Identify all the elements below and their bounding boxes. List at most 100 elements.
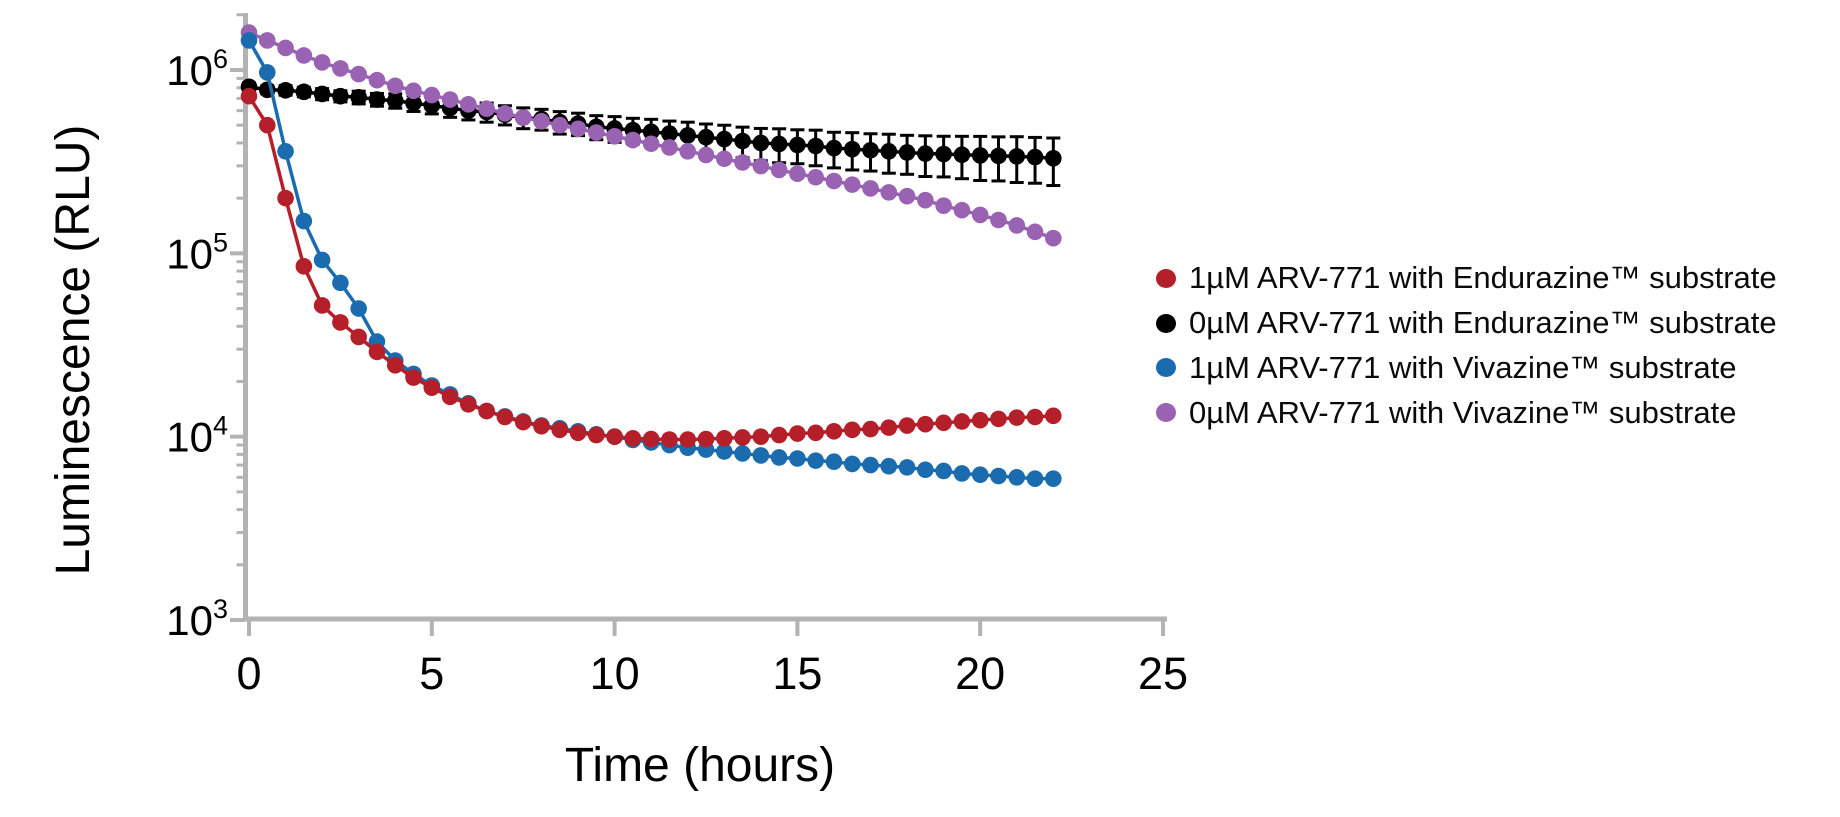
y-tick-label: 105 [166, 227, 228, 277]
y-tick-label: 103 [166, 594, 228, 644]
data-point [770, 161, 788, 179]
data-point [332, 60, 349, 77]
legend-item-label: 0µM ARV-771 with Vivazine™ substrate [1189, 394, 1737, 430]
data-point [1008, 217, 1026, 234]
data-point [825, 422, 843, 440]
data-point [405, 94, 422, 112]
data-point [606, 127, 623, 145]
data-point [313, 251, 331, 269]
data-point [606, 428, 623, 445]
data-point [807, 168, 824, 186]
data-point [679, 143, 697, 160]
data-point [789, 136, 806, 154]
data-point [313, 54, 331, 71]
data-point [240, 32, 258, 49]
circle-icon [1156, 358, 1176, 378]
data-point [843, 455, 861, 473]
data-point [752, 134, 770, 152]
data-point [770, 135, 788, 153]
data-point [935, 197, 952, 214]
data-point [295, 83, 313, 101]
data-point [971, 206, 989, 224]
data-point [386, 92, 404, 110]
data-point [277, 81, 294, 99]
data-point [935, 462, 952, 480]
data-point [843, 176, 861, 193]
data-point [825, 453, 843, 471]
data-point [441, 91, 459, 108]
data-point [588, 124, 605, 141]
data-point [898, 187, 916, 205]
data-point [953, 201, 971, 219]
data-point [953, 413, 971, 430]
data-point [862, 420, 879, 438]
series-0 [240, 87, 1062, 448]
data-point [880, 184, 898, 201]
circle-icon [1156, 403, 1176, 423]
legend-item-3: 0µM ARV-771 with Vivazine™ substrate [1156, 390, 1777, 435]
data-point [789, 450, 806, 467]
data-point [496, 408, 514, 426]
data-point [807, 424, 824, 442]
data-point [496, 105, 514, 122]
data-point [734, 445, 751, 462]
data-point [569, 120, 587, 138]
data-point [240, 87, 258, 105]
data-point [971, 147, 989, 164]
data-point [880, 457, 898, 475]
legend-item-label: 0µM ARV-771 with Endurazine™ substrate [1189, 305, 1777, 341]
data-point [807, 452, 824, 469]
data-point [460, 396, 477, 413]
data-point [825, 172, 843, 190]
data-point [661, 125, 678, 142]
data-point [935, 414, 952, 432]
data-point [953, 146, 971, 164]
data-point [734, 132, 751, 150]
data-point [917, 191, 934, 209]
x-tick-label: 5 [419, 648, 444, 699]
data-point [697, 430, 715, 448]
data-point [277, 39, 294, 57]
data-point [917, 461, 934, 479]
data-point [734, 154, 751, 171]
series-line [247, 39, 1054, 481]
data-point [295, 47, 313, 64]
legend-item-label: 1µM ARV-771 with Vivazine™ substrate [1189, 349, 1737, 385]
data-point [533, 417, 550, 435]
data-point [258, 116, 276, 134]
data-point [1045, 229, 1062, 247]
data-point [843, 421, 861, 439]
data-point [697, 146, 715, 164]
series-1 [240, 78, 1062, 188]
data-point [843, 140, 861, 158]
data-point [789, 425, 806, 442]
data-point [862, 180, 879, 197]
data-point [295, 212, 313, 230]
x-tick-label: 25 [1138, 648, 1188, 699]
data-point [624, 131, 642, 149]
legend-item-0: 1µM ARV-771 with Endurazine™ substrate [1156, 256, 1777, 301]
data-point [533, 113, 550, 130]
legend-item-2: 1µM ARV-771 with Vivazine™ substrate [1156, 346, 1777, 391]
data-point [917, 145, 934, 162]
data-point [734, 429, 751, 446]
data-point [752, 447, 770, 464]
data-point [441, 388, 459, 406]
data-point [679, 127, 697, 144]
data-point [880, 143, 898, 160]
data-point [1026, 148, 1044, 166]
data-point [332, 87, 349, 105]
data-point [350, 328, 367, 346]
data-point [313, 297, 331, 314]
data-point [917, 415, 934, 433]
data-point [386, 357, 404, 374]
data-point [642, 123, 660, 141]
data-point [661, 139, 678, 156]
legend-item-1: 0µM ARV-771 with Endurazine™ substrate [1156, 301, 1777, 346]
data-point [770, 449, 788, 466]
data-point [715, 443, 733, 460]
x-tick-label: 20 [955, 648, 1005, 699]
data-point [1008, 409, 1026, 426]
data-point [715, 150, 733, 168]
data-point [770, 426, 788, 444]
